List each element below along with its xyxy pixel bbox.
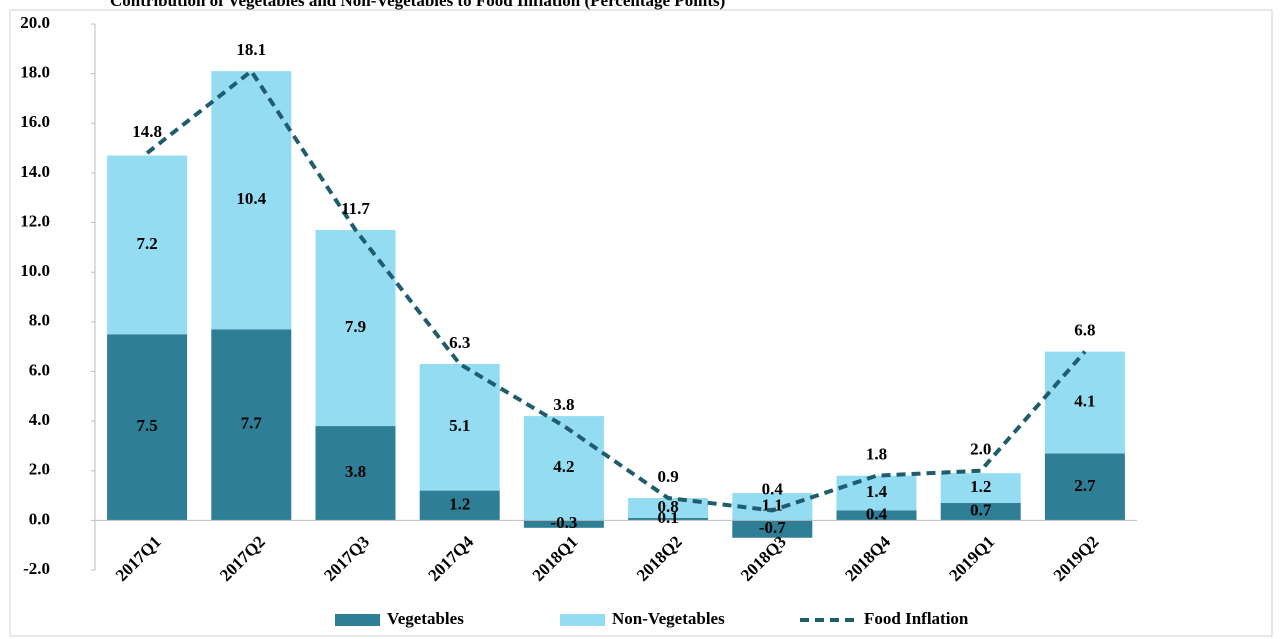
data-label: 4.1 bbox=[1074, 391, 1095, 410]
chart-title: Contribution of Vegetables and Non-Veget… bbox=[110, 0, 725, 10]
data-label: 0.9 bbox=[657, 467, 678, 486]
x-tick-label: 2019Q2 bbox=[1050, 532, 1103, 585]
data-label: 4.2 bbox=[553, 457, 574, 476]
chart-border bbox=[9, 9, 1273, 637]
y-tick-label: 16.0 bbox=[20, 112, 50, 131]
legend-label: Food Inflation bbox=[864, 609, 969, 628]
y-tick-label: 20.0 bbox=[20, 13, 50, 32]
x-tick-label: 2017Q3 bbox=[320, 532, 373, 585]
x-tick-label: 2018Q3 bbox=[737, 532, 790, 585]
y-tick-label: -2.0 bbox=[23, 559, 50, 578]
data-label: 0.7 bbox=[970, 501, 992, 520]
x-tick-label: 2018Q1 bbox=[529, 532, 582, 585]
data-label: 7.7 bbox=[241, 414, 263, 433]
bar bbox=[107, 334, 188, 521]
line-series bbox=[145, 68, 1087, 513]
data-label: 14.8 bbox=[132, 122, 162, 141]
data-label: 2.0 bbox=[970, 440, 991, 459]
data-label: 5.1 bbox=[449, 416, 470, 435]
y-tick-label: 10.0 bbox=[20, 261, 50, 280]
data-label: 18.1 bbox=[236, 40, 266, 59]
data-label: 7.2 bbox=[136, 234, 157, 253]
y-tick-label: 4.0 bbox=[29, 410, 50, 429]
data-label: 1.2 bbox=[970, 477, 991, 496]
x-tick-label: 2017Q2 bbox=[216, 532, 269, 585]
x-tick-label: 2018Q2 bbox=[633, 532, 686, 585]
data-label: -0.7 bbox=[759, 518, 786, 537]
bar bbox=[836, 475, 917, 511]
data-label: 0.8 bbox=[657, 497, 678, 516]
data-label: 3.8 bbox=[553, 395, 574, 414]
y-tick-label: 18.0 bbox=[20, 63, 50, 82]
y-tick-label: 0.0 bbox=[29, 509, 50, 528]
bar bbox=[836, 510, 917, 521]
data-label: 0.1 bbox=[657, 508, 678, 527]
data-label: 7.5 bbox=[136, 416, 157, 435]
bar bbox=[315, 426, 396, 521]
bar bbox=[940, 502, 1021, 521]
legend-label: Non-Vegetables bbox=[612, 609, 725, 628]
data-label: 1.1 bbox=[762, 496, 783, 515]
x-tick-label: 2017Q4 bbox=[424, 532, 477, 585]
y-tick-label: 14.0 bbox=[20, 162, 50, 181]
y-tick-label: 6.0 bbox=[29, 360, 50, 379]
bar bbox=[628, 498, 709, 518]
x-tick-label: 2019Q1 bbox=[945, 532, 998, 585]
data-label: 7.9 bbox=[345, 317, 366, 336]
legend-label: Vegetables bbox=[387, 609, 464, 628]
data-label: 10.4 bbox=[236, 189, 266, 208]
data-label: 1.4 bbox=[866, 482, 888, 501]
data-label: 0.4 bbox=[866, 504, 888, 523]
bar bbox=[732, 520, 813, 538]
bar bbox=[1044, 351, 1125, 454]
data-label: 2.7 bbox=[1074, 476, 1096, 495]
data-label: -0.3 bbox=[550, 513, 577, 532]
x-tick-label: 2017Q1 bbox=[112, 532, 165, 585]
y-tick-label: 12.0 bbox=[20, 211, 50, 230]
legend-swatch bbox=[335, 614, 380, 626]
bar bbox=[523, 416, 604, 521]
y-tick-label: 2.0 bbox=[29, 460, 50, 479]
data-label: 1.8 bbox=[866, 445, 887, 464]
bar bbox=[628, 517, 709, 521]
data-label: 6.3 bbox=[449, 333, 470, 352]
legend-swatch bbox=[560, 614, 605, 626]
data-label: 0.4 bbox=[762, 479, 784, 498]
x-tick-label: 2018Q4 bbox=[841, 532, 894, 585]
bar bbox=[523, 520, 604, 528]
bar bbox=[419, 364, 500, 491]
data-label: 6.8 bbox=[1074, 321, 1095, 340]
data-label: 3.8 bbox=[345, 462, 366, 481]
data-label: 11.7 bbox=[341, 199, 370, 218]
bar bbox=[940, 473, 1021, 503]
bar bbox=[419, 490, 500, 521]
bar bbox=[211, 329, 292, 521]
y-tick-label: 8.0 bbox=[29, 311, 50, 330]
data-label: 1.2 bbox=[449, 494, 470, 513]
bar bbox=[107, 155, 188, 335]
bar bbox=[1044, 453, 1125, 521]
